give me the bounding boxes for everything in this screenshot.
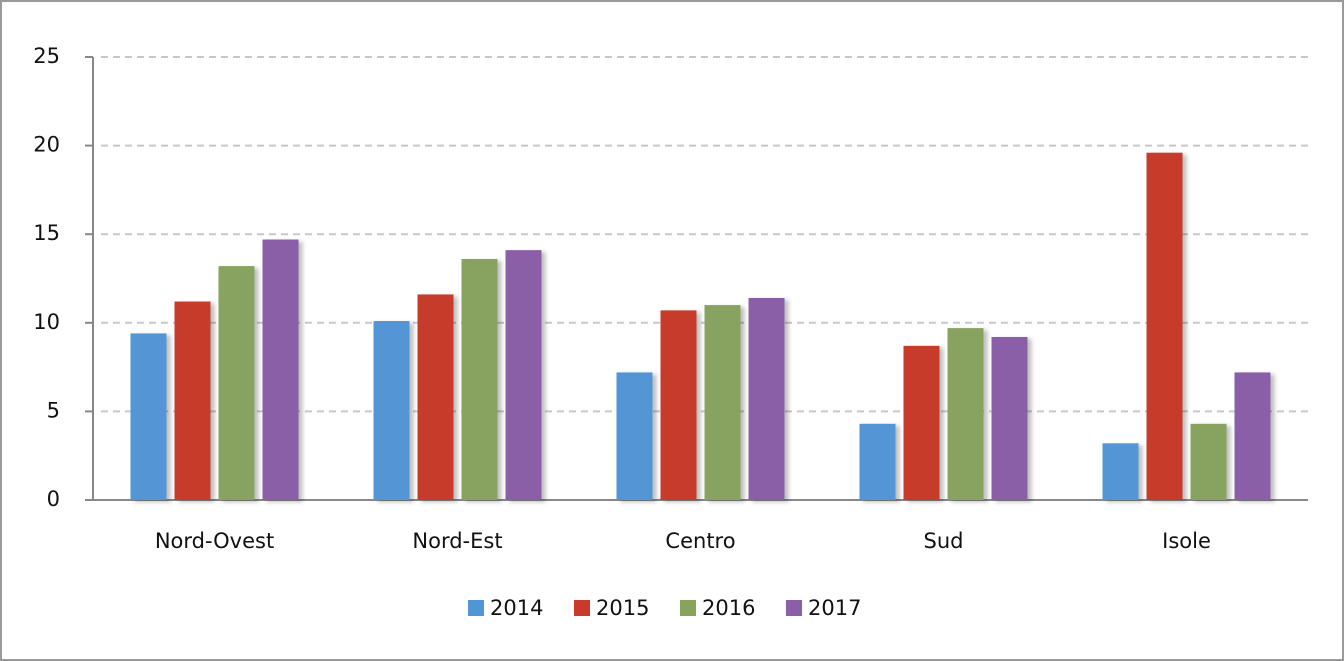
x-tick-label: Centro [665,529,735,553]
bar [373,321,410,500]
x-tick-label: Isole [1162,529,1211,553]
legend-swatch [468,600,484,616]
bar [218,266,255,500]
legend-swatch [680,600,696,616]
bar [174,301,211,500]
y-tick-label: 5 [47,398,60,422]
bar [748,297,785,500]
y-tick-label: 10 [33,310,60,334]
legend-label: 2017 [808,596,861,620]
bar [262,239,299,501]
bar [859,423,896,500]
bar [417,294,454,500]
bar [1234,372,1271,500]
x-tick-label: Sud [924,529,964,553]
bar [704,305,741,500]
bar [461,259,498,500]
bar [660,310,697,500]
legend-swatch [574,600,590,616]
y-tick-label: 0 [47,487,60,511]
bar [505,250,542,500]
y-tick-label: 20 [33,133,60,157]
bar [1146,152,1183,501]
bar [991,336,1028,500]
bar [947,328,984,500]
legend-label: 2016 [702,596,755,620]
legend-label: 2014 [490,596,543,620]
x-tick-label: Nord-Ovest [155,529,274,553]
bar [616,372,653,500]
y-tick-label: 25 [33,44,60,68]
bar [1190,423,1227,500]
legend-swatch [786,600,802,616]
bar [1102,443,1139,500]
bar [903,345,940,500]
legend-label: 2015 [596,596,649,620]
bar [130,333,167,500]
y-tick-label: 15 [33,221,60,245]
x-tick-label: Nord-Est [412,529,502,553]
